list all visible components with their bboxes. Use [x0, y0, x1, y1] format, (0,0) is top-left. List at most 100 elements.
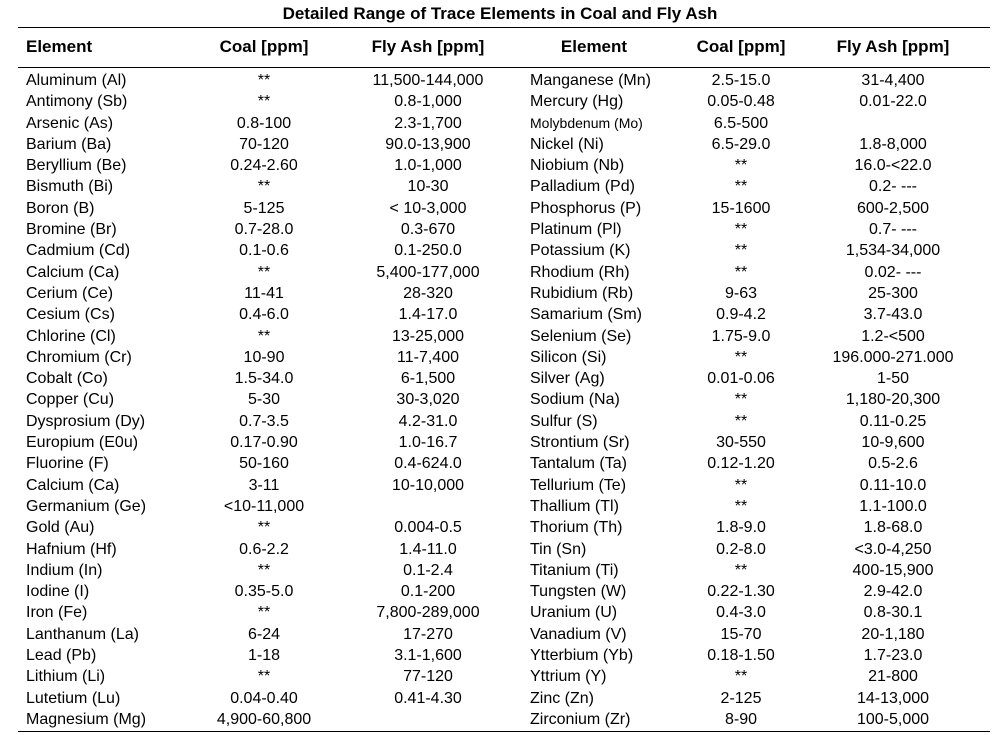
coal-value: ** — [734, 561, 748, 579]
element-name: Rhodium (Rh) — [530, 263, 630, 281]
coal-value: 0.7-28.0 — [234, 221, 294, 239]
element-name: Calcium (Ca) — [26, 263, 120, 281]
fly-ash-value: 0.11-10.0 — [859, 476, 927, 494]
coal-value: ** — [257, 263, 271, 281]
table-row: Magnesium (Mg) 4,900-60,800 Zirconium (Zr)… — [0, 709, 1000, 730]
element-name: Calcium (Ca) — [26, 476, 120, 494]
table-row: Lutetium (Lu) 0.04-0.40 0.41-4.30 Zinc (Zn)… — [0, 688, 1000, 709]
fly-ash-value: 196.000-271.000 — [832, 348, 954, 366]
fly-ash-value: <3.0-4,250 — [854, 540, 932, 558]
element-name: Antimony (Sb) — [26, 93, 128, 111]
coal-value: 4,900-60,800 — [216, 710, 312, 728]
table-row: Cobalt (Co) 1.5-34.0 6-1,500 Silver (Ag) 0.0… — [0, 368, 1000, 389]
element-name: Silicon (Si) — [530, 348, 607, 366]
table-row: Europium (E0u) 0.17-0.90 1.0-16.7 Strontium… — [0, 432, 1000, 453]
element-name: Iron (Fe) — [26, 604, 88, 622]
element-name: Cadmium (Cd) — [26, 242, 131, 260]
table-row: Germanium (Ge) <10-11,000 Thallium (Tl) ** 1… — [0, 496, 1000, 517]
table-row: Chlorine (Cl) ** 13-25,000 Selenium (Se) 1.7… — [0, 326, 1000, 347]
element-name: Arsenic (As) — [26, 114, 114, 132]
fly-ash-value: 2.3-1,700 — [394, 114, 462, 132]
element-name: Europium (E0u) — [26, 434, 139, 452]
fly-ash-value: 0.4-624.0 — [394, 455, 462, 473]
table-row: Cerium (Ce) 11-41 28-320 Rubidium (Rb) 9-63 2… — [0, 283, 1000, 304]
coal-value: ** — [257, 519, 271, 537]
fly-ash-value: 16.0-<22.0 — [854, 157, 932, 175]
table-row: Iron (Fe) ** 7,800-289,000 Uranium (U) 0.4-3… — [0, 602, 1000, 623]
header-element-left: Element — [26, 37, 93, 56]
element-name: Platinum (Pl) — [530, 221, 622, 239]
table-row: Arsenic (As) 0.8-100 2.3-1,700 Molybdenum (… — [0, 113, 1000, 134]
element-name: Ytterbium (Yb) — [530, 647, 634, 665]
element-name: Strontium (Sr) — [530, 434, 630, 452]
fly-ash-value: 10-30 — [407, 178, 449, 196]
coal-value: ** — [257, 604, 271, 622]
element-name: Gold (Au) — [26, 519, 95, 537]
table-row: Hafnium (Hf) 0.6-2.2 1.4-11.0 Tin (Sn) 0.2-8… — [0, 539, 1000, 560]
fly-ash-value: 25-300 — [868, 284, 918, 302]
fly-ash-value: 0.8-1,000 — [394, 93, 462, 111]
fly-ash-value: 0.2- --- — [869, 178, 917, 196]
coal-value: 0.8-100 — [236, 114, 292, 132]
fly-ash-value: 0.1-2.4 — [403, 561, 453, 579]
element-name: Samarium (Sm) — [530, 306, 643, 324]
fly-ash-value: 0.5-2.6 — [868, 455, 918, 473]
element-name: Silver (Ag) — [530, 370, 605, 388]
table-row: Lithium (Li) ** 77-120 Yttrium (Y) ** 21-800 — [0, 666, 1000, 687]
element-name: Mercury (Hg) — [530, 93, 624, 111]
coal-value: 1-18 — [247, 647, 281, 665]
coal-value: ** — [734, 497, 748, 515]
header-coal-left: Coal [ppm] — [219, 37, 309, 56]
element-name: Lanthanum (La) — [26, 625, 139, 643]
element-name: Thallium (Tl) — [530, 497, 619, 515]
element-name: Hafnium (Hf) — [26, 540, 117, 558]
fly-ash-value: 90.0-13,900 — [385, 135, 471, 153]
fly-ash-value: 1.4-17.0 — [398, 306, 458, 324]
fly-ash-value: 1.0-1,000 — [394, 157, 462, 175]
table-row: Copper (Cu) 5-30 30-3,020 Sodium (Na) ** 1,18… — [0, 389, 1000, 410]
coal-value: 0.17-0.90 — [230, 434, 298, 452]
coal-value: ** — [734, 476, 748, 494]
fly-ash-value: 11-7,400 — [397, 348, 459, 366]
fly-ash-value: 4.2-31.0 — [398, 412, 458, 430]
table-title: Detailed Range of Trace Elements in Coal… — [282, 4, 718, 23]
element-name: Copper (Cu) — [26, 391, 115, 409]
element-name: Phosphorus (P) — [530, 199, 642, 217]
element-name: Iodine (I) — [26, 583, 90, 601]
coal-value: ** — [257, 72, 271, 89]
coal-value: 0.18-1.50 — [707, 647, 775, 665]
element-name: Tellurium (Te) — [530, 476, 627, 494]
element-name: Bromine (Br) — [26, 221, 117, 239]
coal-value: 0.9-4.2 — [716, 306, 766, 324]
element-name: Fluorine (F) — [26, 455, 109, 473]
fly-ash-value: 0.11-0.25 — [859, 412, 927, 430]
fly-ash-value: 1.0-16.7 — [398, 434, 458, 452]
fly-ash-value: 1.8-68.0 — [863, 519, 923, 537]
fly-ash-value: 10-10,000 — [391, 476, 465, 494]
coal-value: ** — [257, 327, 271, 345]
fly-ash-value: 17-270 — [403, 625, 453, 643]
coal-value: 6.5-29.0 — [711, 135, 771, 153]
coal-value: ** — [734, 391, 748, 409]
fly-ash-value: 28-320 — [403, 284, 453, 302]
table-row: Bromine (Br) 0.7-28.0 0.3-670 Platinum (Pl)… — [0, 219, 1000, 240]
fly-ash-value: 13-25,000 — [391, 327, 465, 345]
fly-ash-value: 0.1-200 — [400, 583, 456, 601]
coal-value: 0.6-2.2 — [239, 540, 289, 558]
element-name: Titanium (Ti) — [530, 561, 619, 579]
fly-ash-value: 1.2-<500 — [861, 327, 925, 345]
coal-value: 0.35-5.0 — [234, 583, 294, 601]
coal-value: 6.5-500 — [713, 114, 769, 132]
fly-ash-value: 3.1-1,600 — [394, 647, 462, 665]
table-row: Lanthanum (La) 6-24 17-270 Vanadium (V) 15-7… — [0, 624, 1000, 645]
header-flyash-left: Fly Ash [ppm] — [371, 37, 485, 56]
coal-value: 0.22-1.30 — [707, 583, 775, 601]
table-body: Aluminum (Al) ** 11,500-144,000 Manganese (… — [0, 70, 1000, 730]
fly-ash-value: 10-9,600 — [861, 434, 925, 452]
coal-value: ** — [257, 561, 271, 579]
fly-ash-value: 30-3,020 — [396, 391, 460, 409]
table-row: Bismuth (Bi) ** 10-30 Palladium (Pd) ** 0.2- … — [0, 176, 1000, 197]
fly-ash-value: 1,180-20,300 — [845, 391, 941, 409]
element-name: Nickel (Ni) — [530, 135, 604, 153]
element-name: Zirconium (Zr) — [530, 710, 631, 728]
